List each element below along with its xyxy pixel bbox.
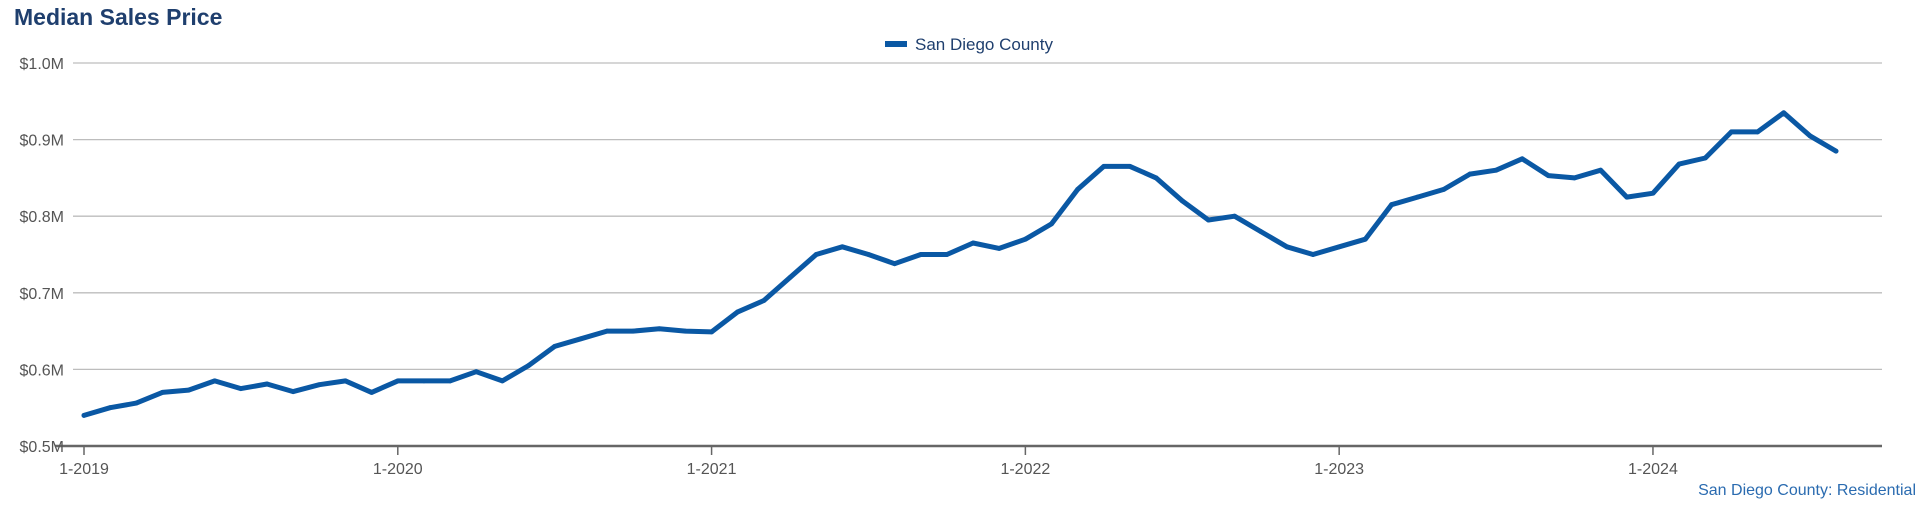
data-point [160, 389, 165, 395]
data-point [1075, 186, 1081, 192]
y-axis-ticks: $0.5M $0.6M $0.7M $0.8M $0.9M $1.0M [20, 56, 64, 456]
data-point [578, 336, 584, 342]
data-point [656, 326, 662, 332]
data-point [604, 328, 610, 334]
data-point [264, 381, 270, 387]
data-point [970, 240, 976, 246]
y-tick-label: $1.0M [20, 56, 64, 73]
data-point [369, 389, 375, 395]
series-layer [81, 110, 1839, 418]
data-point [447, 378, 453, 384]
series-line [81, 110, 1839, 418]
data-point [892, 261, 898, 267]
data-point [107, 405, 113, 411]
data-point [944, 252, 950, 257]
data-point [421, 378, 427, 384]
data-point [1545, 173, 1551, 179]
data-point [996, 245, 1002, 251]
data-point [1650, 190, 1656, 196]
data-point [761, 298, 767, 303]
data-point [133, 400, 139, 406]
data-point [1284, 244, 1290, 250]
data-point [839, 244, 845, 250]
data-point [499, 378, 505, 384]
x-tick-label: 1-2023 [1314, 461, 1364, 478]
data-point [1755, 129, 1760, 135]
data-point [630, 328, 636, 334]
data-point [1729, 129, 1734, 135]
legend-label: San Diego County [915, 35, 1053, 54]
data-point [683, 328, 688, 334]
y-tick-label: $0.5M [20, 439, 64, 456]
data-point [1232, 213, 1237, 219]
grid-lines [55, 62, 1882, 448]
data-point [316, 382, 322, 388]
data-point [1153, 175, 1159, 181]
data-point [186, 387, 191, 393]
data-point [1493, 167, 1499, 173]
legend: San Diego County [885, 35, 1053, 54]
data-point [473, 369, 479, 375]
data-point [1206, 217, 1211, 223]
data-point [1598, 167, 1604, 173]
x-tick-label: 1-2022 [1000, 461, 1050, 478]
x-tick-label: 1-2020 [373, 461, 423, 478]
data-point [395, 378, 401, 384]
data-point [1702, 155, 1708, 161]
y-tick-label: $0.7M [20, 286, 64, 303]
data-point [1467, 171, 1473, 177]
x-tick-label: 1-2024 [1628, 461, 1678, 478]
data-point [1022, 236, 1028, 242]
data-point [238, 386, 244, 391]
data-point [866, 252, 871, 257]
data-point [1519, 156, 1525, 162]
x-axis-ticks: 1-2019 1-2020 1-2021 1-2022 1-2023 1-2024 [59, 446, 1678, 478]
data-point [1310, 252, 1316, 257]
data-point [813, 252, 819, 257]
data-point [1127, 164, 1133, 169]
y-tick-label: $0.9M [20, 133, 64, 150]
data-point [1415, 194, 1421, 200]
data-point [1807, 133, 1813, 139]
data-point [1676, 161, 1682, 167]
data-point [343, 378, 348, 384]
chart-title: Median Sales Price [14, 4, 223, 30]
chart-source-label: San Diego County: Residential [1698, 482, 1916, 499]
y-tick-label: $0.6M [20, 362, 64, 379]
data-point [787, 275, 793, 280]
data-point [212, 378, 218, 384]
x-tick-label: 1-2021 [687, 461, 737, 478]
data-point [1336, 244, 1342, 250]
data-point [526, 363, 531, 368]
x-tick-label: 1-2019 [59, 461, 109, 478]
data-point [1781, 110, 1787, 116]
data-point [81, 412, 87, 418]
data-point [1362, 236, 1368, 242]
data-point [918, 252, 924, 257]
data-point [1049, 221, 1054, 227]
data-point [1258, 229, 1264, 234]
data-point [1441, 186, 1447, 192]
data-point [1833, 148, 1839, 154]
data-point [1572, 175, 1577, 181]
data-point [290, 389, 296, 395]
data-point [735, 309, 741, 315]
data-point [552, 344, 558, 349]
data-point [1389, 202, 1394, 208]
data-point [1179, 198, 1185, 204]
data-point [1101, 164, 1107, 169]
data-point [1624, 194, 1630, 200]
data-point [709, 329, 714, 335]
y-tick-label: $0.8M [20, 209, 64, 226]
